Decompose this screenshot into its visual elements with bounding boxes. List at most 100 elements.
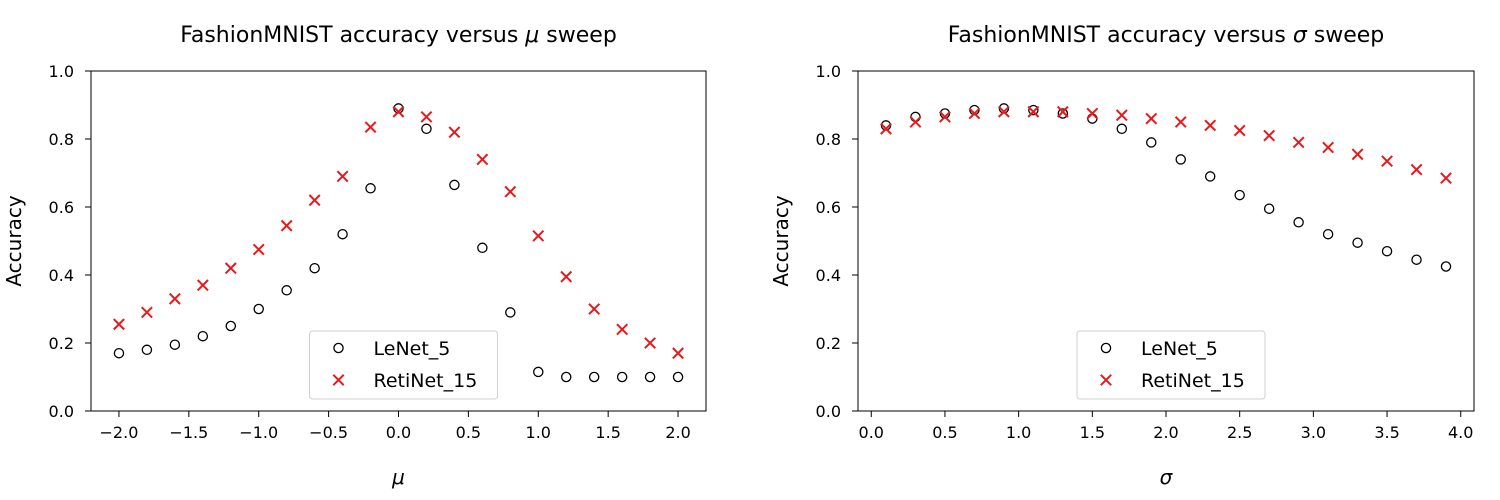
legend-marker-LeNet_5 — [333, 342, 344, 354]
legend-marker-LeNet_5 — [1100, 342, 1112, 354]
data-point-RetiNet_15 — [476, 153, 489, 166]
series-RetiNet_15 — [113, 105, 684, 360]
data-point-RetiNet_15 — [252, 243, 265, 256]
x-tick-label: −2.0 — [100, 423, 139, 442]
legend-marker-RetiNet_15 — [332, 374, 345, 386]
chart-panel-1: FashionMNIST accuracy versus μ sweep −2.0… — [2, 23, 707, 489]
data-point-LeNet_5 — [1146, 137, 1157, 148]
data-point-RetiNet_15 — [644, 337, 656, 349]
data-point-LeNet_5 — [113, 347, 125, 359]
data-point-LeNet_5 — [588, 371, 600, 383]
data-point-RetiNet_15 — [224, 262, 237, 275]
data-point-RetiNet_15 — [1115, 109, 1128, 122]
data-point-LeNet_5 — [1175, 154, 1186, 165]
data-point-RetiNet_15 — [616, 323, 629, 336]
data-point-LeNet_5 — [1028, 104, 1039, 116]
x-tick-label: 0.0 — [386, 423, 411, 442]
legend-box — [309, 330, 498, 400]
data-point-RetiNet_15 — [1440, 172, 1452, 185]
y-axis-label: Accuracy — [769, 195, 793, 286]
data-point-LeNet_5 — [197, 330, 209, 342]
chart-title: FashionMNIST accuracy versus μ sweep — [180, 23, 617, 48]
data-point-RetiNet_15 — [1322, 141, 1335, 154]
data-point-LeNet_5 — [533, 366, 544, 378]
x-tick-label: −1.0 — [239, 423, 278, 442]
data-point-LeNet_5 — [309, 262, 320, 274]
data-point-RetiNet_15 — [1351, 148, 1364, 161]
x-tick-label: 3.0 — [1301, 423, 1326, 442]
data-point-RetiNet_15 — [308, 194, 321, 207]
data-point-LeNet_5 — [365, 183, 376, 194]
data-point-LeNet_5 — [1322, 228, 1334, 240]
x-tick-label: 4.0 — [1448, 423, 1473, 442]
data-point-RetiNet_15 — [420, 110, 433, 123]
data-point-LeNet_5 — [644, 371, 656, 383]
y-tick-label: 0.6 — [816, 198, 841, 217]
data-point-RetiNet_15 — [448, 126, 461, 139]
legend-label: RetiNet_15 — [1141, 370, 1245, 392]
y-tick-label: 1.0 — [816, 62, 841, 81]
chart-title-part: sweep — [1307, 23, 1384, 48]
data-point-LeNet_5 — [1352, 237, 1363, 248]
data-point-LeNet_5 — [1234, 189, 1245, 201]
data-point-RetiNet_15 — [532, 229, 545, 242]
x-tick-label: 0.0 — [859, 423, 884, 442]
data-point-LeNet_5 — [1057, 108, 1069, 119]
legend-label: LeNet_5 — [1141, 338, 1218, 360]
data-point-LeNet_5 — [1411, 254, 1422, 265]
x-tick-label: 2.0 — [1153, 423, 1178, 442]
x-tick-label: 1.0 — [1006, 423, 1031, 442]
data-point-LeNet_5 — [1293, 217, 1304, 228]
y-tick-label: 0.4 — [816, 266, 841, 285]
x-axis-label: μ — [391, 465, 405, 489]
x-tick-label: 0.5 — [932, 423, 957, 442]
data-point-RetiNet_15 — [336, 170, 349, 183]
x-tick-label: 0.5 — [456, 423, 481, 442]
data-point-RetiNet_15 — [504, 185, 517, 198]
y-tick-label: 0.6 — [49, 198, 74, 217]
y-tick-label: 0.0 — [816, 402, 841, 421]
data-point-LeNet_5 — [505, 307, 516, 318]
data-point-RetiNet_15 — [1174, 116, 1187, 128]
data-point-RetiNet_15 — [1263, 129, 1276, 142]
data-point-RetiNet_15 — [880, 122, 892, 135]
legend-box — [1076, 330, 1266, 400]
data-point-RetiNet_15 — [968, 107, 981, 120]
data-point-RetiNet_15 — [113, 318, 125, 331]
data-point-RetiNet_15 — [1381, 155, 1393, 168]
data-point-RetiNet_15 — [392, 105, 405, 118]
y-tick-label: 0.2 — [49, 334, 74, 353]
data-point-LeNet_5 — [1263, 203, 1275, 214]
data-point-RetiNet_15 — [168, 292, 181, 305]
x-tick-label: 1.5 — [595, 423, 620, 442]
data-point-LeNet_5 — [560, 371, 572, 383]
data-point-LeNet_5 — [616, 371, 628, 383]
chart-title-part: μ — [524, 23, 539, 48]
series-RetiNet_15 — [880, 105, 1452, 185]
legend: LeNet_5 RetiNet_15 — [1076, 330, 1266, 400]
data-point-LeNet_5 — [421, 123, 432, 135]
x-axis-label: σ — [1160, 465, 1174, 489]
data-point-LeNet_5 — [169, 339, 181, 350]
data-point-RetiNet_15 — [1292, 136, 1305, 149]
data-point-LeNet_5 — [1204, 171, 1216, 182]
data-point-RetiNet_15 — [672, 347, 684, 360]
data-point-LeNet_5 — [449, 179, 460, 191]
series-LeNet_5 — [880, 103, 1452, 272]
data-point-LeNet_5 — [281, 285, 292, 296]
x-tick-label: 3.5 — [1374, 423, 1399, 442]
chart-title-part: FashionMNIST accuracy versus — [180, 23, 525, 48]
data-point-RetiNet_15 — [280, 219, 293, 232]
chart-panel-2: FashionMNIST accuracy versus σ sweep 0.0 0… — [769, 23, 1475, 489]
chart-title: FashionMNIST accuracy versus σ sweep — [948, 23, 1385, 48]
x-tick-label: −1.5 — [169, 423, 208, 442]
y-tick-label: 0.4 — [49, 266, 74, 285]
data-point-RetiNet_15 — [1204, 119, 1217, 132]
data-point-RetiNet_15 — [939, 110, 951, 123]
x-tick-label: 1.5 — [1080, 423, 1105, 442]
legend-label: LeNet_5 — [374, 338, 451, 360]
legend-marker-RetiNet_15 — [1100, 374, 1112, 386]
chart-title-part: FashionMNIST accuracy versus — [948, 23, 1293, 48]
data-point-LeNet_5 — [1440, 261, 1452, 272]
